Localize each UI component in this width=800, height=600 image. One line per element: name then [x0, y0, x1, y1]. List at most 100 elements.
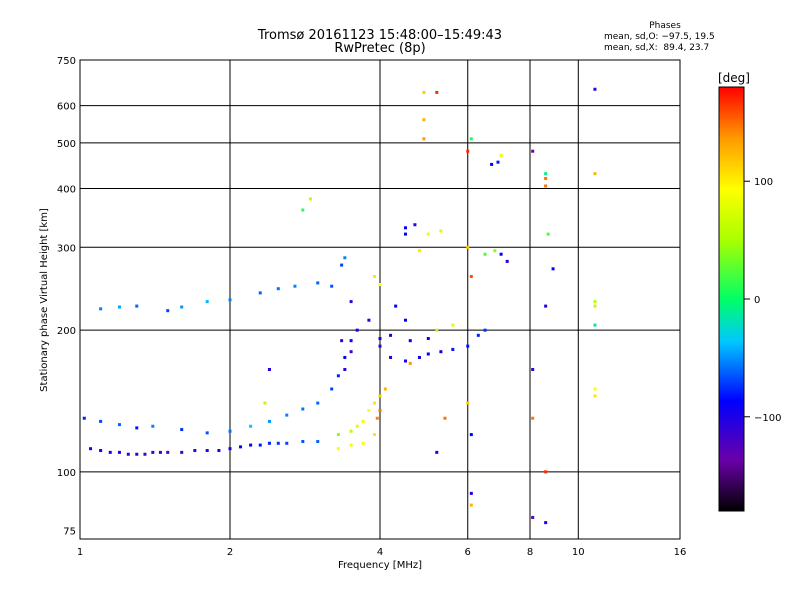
echo-point: [308, 197, 312, 201]
echo-point: [476, 333, 480, 337]
phase-stats-x: mean, sd,X: 89.4, 23.7: [604, 43, 710, 53]
data-points: [82, 87, 597, 525]
chart-subtitle: RwPretec (8p): [334, 41, 426, 56]
echo-point: [375, 416, 379, 420]
echo-point: [180, 305, 184, 309]
y-tick-label: 400: [57, 184, 76, 195]
echo-point: [403, 232, 407, 236]
y-axis-ticks: 75 100 200 300 400 500 600 750: [57, 56, 76, 538]
echo-point: [435, 450, 439, 454]
colorbar-label: [deg]: [718, 71, 750, 85]
plot-frame: [79, 59, 681, 540]
echo-point: [205, 431, 209, 435]
echo-point: [544, 470, 548, 474]
echo-point: [228, 429, 232, 433]
echo-point: [466, 344, 470, 348]
echo-point: [373, 401, 377, 405]
echo-point: [258, 443, 262, 447]
echo-point: [403, 226, 407, 230]
echo-point: [343, 367, 347, 371]
echo-point: [349, 350, 353, 354]
echo-point: [544, 521, 548, 525]
echo-point: [316, 440, 320, 444]
echo-point: [413, 223, 417, 227]
echo-point: [349, 429, 353, 433]
echo-point: [126, 452, 130, 456]
echo-point: [180, 428, 184, 432]
echo-point: [593, 300, 597, 304]
echo-point: [239, 445, 243, 449]
echo-point: [466, 401, 470, 405]
echo-point: [343, 256, 347, 260]
echo-point: [316, 281, 320, 285]
echo-point: [426, 232, 430, 236]
echo-point: [373, 433, 377, 437]
echo-point: [483, 328, 487, 332]
echo-point: [217, 449, 221, 453]
echo-point: [108, 450, 112, 454]
echo-point: [593, 323, 597, 327]
echo-point: [469, 491, 473, 495]
echo-point: [389, 355, 393, 359]
y-tick-label: 750: [57, 56, 76, 67]
echo-point: [349, 300, 353, 304]
echo-point: [439, 229, 443, 233]
x-tick-label: 4: [377, 547, 383, 558]
colorbar-tick-label: −100: [754, 413, 781, 424]
echo-point: [267, 419, 271, 423]
echo-point: [435, 328, 439, 332]
echo-point: [301, 208, 305, 212]
echo-point: [367, 318, 371, 322]
echo-point: [340, 263, 344, 267]
echo-point: [426, 352, 430, 356]
echo-point: [408, 339, 412, 343]
echo-point: [151, 450, 155, 454]
echo-point: [417, 355, 421, 359]
echo-point: [249, 443, 253, 447]
echo-point: [394, 304, 398, 308]
x-tick-label: 1: [77, 547, 83, 558]
echo-point: [531, 416, 535, 420]
echo-point: [403, 359, 407, 363]
echo-point: [276, 287, 280, 291]
echo-point: [469, 137, 473, 141]
echo-point: [389, 333, 393, 337]
x-tick-label: 2: [227, 547, 233, 558]
echo-point: [483, 252, 487, 256]
echo-point: [301, 440, 305, 444]
echo-point: [117, 450, 121, 454]
echo-point: [151, 424, 155, 428]
echo-point: [499, 154, 503, 158]
echo-point: [373, 275, 377, 279]
echo-point: [593, 394, 597, 398]
echo-point: [349, 443, 353, 447]
echo-point: [135, 304, 139, 308]
echo-point: [435, 90, 439, 94]
echo-point: [593, 387, 597, 391]
echo-point: [166, 450, 170, 454]
echo-point: [593, 87, 597, 91]
echo-point: [355, 424, 359, 428]
echo-point: [143, 452, 147, 456]
echo-point: [293, 284, 297, 288]
echo-point: [422, 90, 426, 94]
echo-point: [285, 441, 289, 445]
y-tick-label: 300: [57, 243, 76, 254]
echo-point: [490, 162, 494, 166]
echo-point: [330, 284, 334, 288]
echo-point: [546, 232, 550, 236]
echo-point: [267, 441, 271, 445]
x-axis-label: Frequency [MHz]: [338, 560, 422, 571]
echo-point: [258, 291, 262, 295]
y-tick-label: 200: [57, 326, 76, 337]
echo-point: [544, 184, 548, 188]
y-tick-label: 500: [57, 139, 76, 150]
echo-point: [378, 394, 382, 398]
echo-point: [422, 137, 426, 141]
echo-point: [544, 177, 548, 181]
echo-point: [544, 304, 548, 308]
echo-point: [89, 447, 93, 451]
echo-point: [249, 424, 253, 428]
echo-point: [361, 419, 365, 423]
